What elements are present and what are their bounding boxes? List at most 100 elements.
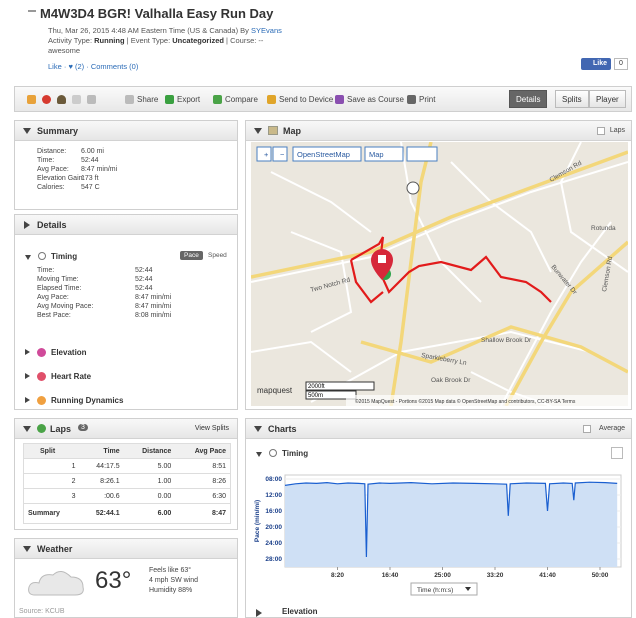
date: Thu, Mar 26, 2015 4:48 AM Eastern Time (… xyxy=(48,26,249,35)
expand-icon[interactable] xyxy=(256,609,262,617)
stat-value: 8:47 min/mi xyxy=(135,294,172,301)
stat-value: 173 ft xyxy=(81,175,99,182)
x-axis-dropdown[interactable] xyxy=(410,582,478,596)
action-icon[interactable] xyxy=(267,95,276,104)
path xyxy=(400,142,482,303)
toolbar-action[interactable]: Compare xyxy=(225,95,258,104)
comments-link[interactable]: Comments (0) xyxy=(90,62,139,71)
x-tick-label: 41:40 xyxy=(539,572,556,579)
y-tick-label: 24:00 xyxy=(265,540,282,547)
action-icon[interactable] xyxy=(407,95,416,104)
map-control[interactable]: OpenStreetMap xyxy=(297,150,350,159)
panel-title: Map xyxy=(283,126,301,136)
privacy-icon[interactable] xyxy=(57,95,66,104)
collapse-icon[interactable] xyxy=(254,426,262,432)
laps-body: Split Time Distance Avg Pace 1 44:17.5 5.00 8:5… xyxy=(23,443,231,524)
panel-header[interactable]: Weather xyxy=(15,539,237,559)
lap-cell: 1.00 xyxy=(157,477,172,485)
panel-header[interactable]: Charts Average xyxy=(246,419,631,439)
stat-label: Elevation Gain: xyxy=(37,175,85,182)
panel-header[interactable]: Map Laps xyxy=(246,121,631,141)
panel-header[interactable]: Details xyxy=(15,215,237,235)
like-link[interactable]: Like xyxy=(48,62,62,71)
collapse-icon[interactable] xyxy=(23,426,31,432)
view-tab[interactable]: Details xyxy=(509,90,548,108)
y-axis-label: Pace (min/mi) xyxy=(254,500,261,542)
y-tick-label: 12:00 xyxy=(265,492,282,499)
lap-row: Summary 52:44.1 6.00 8:47 xyxy=(23,503,231,524)
expand-icon[interactable] xyxy=(25,397,30,403)
rect xyxy=(251,142,628,406)
average-checkbox[interactable] xyxy=(583,425,591,433)
social-line: Like · ♥ (2) · Comments (0) xyxy=(48,62,138,71)
toolbar-action[interactable]: Save as Course xyxy=(347,95,404,104)
collapse-icon[interactable] xyxy=(23,128,31,134)
g xyxy=(251,142,628,406)
people-icon[interactable] xyxy=(87,95,96,104)
collapse-icon[interactable] xyxy=(23,546,31,552)
toolbar-action[interactable]: Print xyxy=(419,95,436,104)
delete-icon[interactable] xyxy=(42,95,51,104)
view-splits-link[interactable]: View Splits xyxy=(194,425,229,432)
rect xyxy=(272,146,288,162)
pace-area xyxy=(285,482,618,567)
pace-toggle[interactable]: Pace xyxy=(180,251,203,260)
laps-checkbox[interactable] xyxy=(597,127,605,135)
stat-label: Avg Pace: xyxy=(37,166,69,173)
stat-value: 8:47 min/mi xyxy=(81,166,118,173)
stat-label: Moving Time: xyxy=(37,276,79,283)
toolbar-action[interactable]: Send to Device xyxy=(279,95,334,104)
path xyxy=(389,142,433,406)
action-icon[interactable] xyxy=(125,95,134,104)
fb-like-button[interactable]: Like xyxy=(581,58,612,70)
collapse-icon[interactable] xyxy=(25,255,31,260)
lap-row: 1 44:17.5 5.00 8:51 xyxy=(23,458,231,474)
collapse-icon[interactable] xyxy=(254,128,262,134)
toolbar-action[interactable]: Share xyxy=(137,95,159,104)
path xyxy=(371,249,393,280)
action-icon[interactable] xyxy=(165,95,174,104)
activity-title: M4W3D4 BGR! Valhalla Easy Run Day xyxy=(40,6,274,21)
map-control[interactable]: Map xyxy=(369,150,384,159)
author-link[interactable]: SYEvans xyxy=(251,26,282,35)
expand-icon[interactable] xyxy=(24,221,30,229)
rect xyxy=(378,255,386,263)
section-title[interactable]: Heart Rate xyxy=(51,372,92,381)
stat-label: Avg Moving Pace: xyxy=(37,303,94,310)
speed-toggle[interactable]: Speed xyxy=(208,252,227,259)
timing-icon xyxy=(269,449,277,457)
favorite-icon[interactable] xyxy=(72,95,81,104)
edit-icon[interactable] xyxy=(27,95,36,104)
expand-chart-button[interactable] xyxy=(611,447,623,459)
map-control[interactable]: + xyxy=(264,150,269,159)
action-icon[interactable] xyxy=(213,95,222,104)
street-label: Shallow Brook Dr xyxy=(481,337,532,344)
section-title[interactable]: Elevation xyxy=(51,348,87,357)
view-tab[interactable]: Splits xyxy=(555,90,589,108)
panel-title: Charts xyxy=(268,424,297,434)
lap-cell: 8:26 xyxy=(212,477,226,485)
column-header: Time xyxy=(103,447,120,455)
action-icon[interactable] xyxy=(335,95,344,104)
rect xyxy=(406,146,438,162)
activity-type: Running xyxy=(94,36,125,45)
y-tick-label: 20:00 xyxy=(265,524,282,531)
path xyxy=(559,142,628,273)
hearts[interactable]: · ♥ (2) · xyxy=(63,62,89,71)
lap-cell: 3 xyxy=(71,492,76,500)
section-title[interactable]: Running Dynamics xyxy=(51,396,124,405)
lap-cell: 1 xyxy=(71,462,76,470)
map-control[interactable]: − xyxy=(280,150,285,159)
toolbar-action[interactable]: Export xyxy=(177,95,201,104)
panel-header[interactable]: Summary xyxy=(15,121,237,141)
stat-value: 52:44 xyxy=(135,285,153,292)
stat-label: Elapsed Time: xyxy=(37,285,82,292)
expand-icon[interactable] xyxy=(25,373,30,379)
chart-title: Timing xyxy=(282,449,309,458)
view-tab[interactable]: Player xyxy=(589,90,626,108)
collapse-icon[interactable] xyxy=(256,452,262,457)
panel-header[interactable]: Laps 3 View Splits xyxy=(15,419,237,439)
expand-icon[interactable] xyxy=(25,349,30,355)
map-icon xyxy=(268,126,278,135)
